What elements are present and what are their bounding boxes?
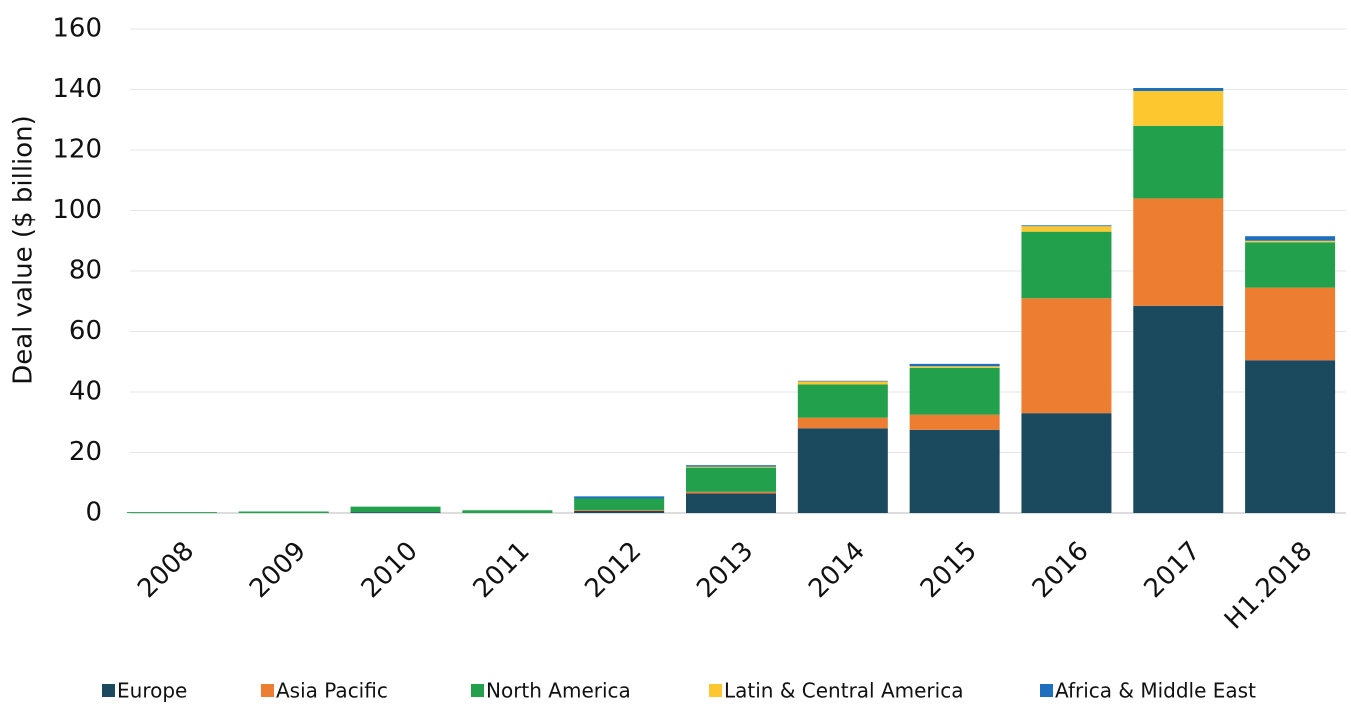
bar-segment xyxy=(686,491,776,494)
bar-segment xyxy=(686,466,776,468)
bar-segment xyxy=(1245,360,1336,513)
legend-label: Europe xyxy=(117,679,187,703)
x-tick-label: 2012 xyxy=(579,536,647,604)
bar-segment xyxy=(909,363,1000,367)
bar-segment xyxy=(1133,87,1224,92)
legend-swatch xyxy=(102,684,115,697)
y-tick-label: 0 xyxy=(85,498,102,528)
bar-segment xyxy=(1021,226,1112,232)
bar-segment xyxy=(1245,287,1336,361)
x-tick-label: 2015 xyxy=(915,536,983,604)
bar-segment xyxy=(686,493,776,513)
bar-segment xyxy=(797,381,888,385)
y-tick-label: 60 xyxy=(69,316,102,346)
bar-segment xyxy=(462,510,553,513)
bar-segment xyxy=(1133,125,1224,199)
legend-swatch xyxy=(471,684,484,697)
legend-swatch xyxy=(709,684,722,697)
bar-segment xyxy=(909,366,1000,368)
legend-label: North America xyxy=(486,679,631,703)
bar-segment xyxy=(574,509,665,511)
x-tick-label: 2011 xyxy=(468,536,536,604)
x-tick-label: H1.2018 xyxy=(1219,536,1318,635)
x-tick-label: 2008 xyxy=(132,536,200,604)
bar-segment xyxy=(1133,305,1224,513)
bar-segment xyxy=(1133,91,1224,126)
bar-segment xyxy=(1021,231,1112,299)
bar-segment xyxy=(797,384,888,418)
y-tick-label: 140 xyxy=(52,74,102,104)
bar-segment xyxy=(1021,298,1112,414)
legend-label: Latin & Central America xyxy=(724,679,963,703)
x-tick-label: 2016 xyxy=(1027,536,1095,604)
bar-segment xyxy=(1245,240,1336,243)
bar-segment xyxy=(1245,236,1336,241)
bar-segment xyxy=(126,512,217,513)
x-tick-label: 2017 xyxy=(1139,536,1207,604)
bar-segment xyxy=(797,417,888,429)
x-tick-label: 2010 xyxy=(356,536,424,604)
legend-label: Asia Pacific xyxy=(276,679,388,703)
x-tick-label: 2013 xyxy=(691,536,759,604)
y-tick-label: 100 xyxy=(52,195,102,225)
bar-segment xyxy=(909,414,1000,430)
y-tick-label: 160 xyxy=(52,14,102,44)
bar-segment xyxy=(909,429,1000,513)
bar-segment xyxy=(909,367,1000,415)
y-tick-label: 120 xyxy=(52,135,102,165)
bar-segment xyxy=(1245,242,1336,288)
bar-segment xyxy=(1133,198,1224,306)
bar-segment xyxy=(350,506,441,513)
bar-segment xyxy=(797,380,888,382)
legend-swatch xyxy=(261,684,274,697)
x-tick-label: 2014 xyxy=(803,536,871,604)
bar-segment xyxy=(1021,413,1112,513)
bar-segment xyxy=(574,510,665,513)
bar-segment xyxy=(350,512,441,513)
bar-segment xyxy=(686,467,776,492)
bar-segment xyxy=(238,511,329,513)
y-tick-label: 40 xyxy=(69,377,102,407)
bar-segment xyxy=(797,428,888,513)
legend-swatch xyxy=(1040,684,1053,697)
y-axis-label: Deal value ($ billion) xyxy=(9,115,39,385)
legend-label: Africa & Middle East xyxy=(1055,679,1256,703)
bar-segment xyxy=(574,498,665,510)
bar-segment xyxy=(574,496,665,499)
bar-segment xyxy=(1021,225,1112,227)
y-tick-label: 80 xyxy=(69,256,102,286)
x-tick-label: 2009 xyxy=(244,536,312,604)
bar-segment xyxy=(686,465,776,467)
y-tick-label: 20 xyxy=(69,437,102,467)
